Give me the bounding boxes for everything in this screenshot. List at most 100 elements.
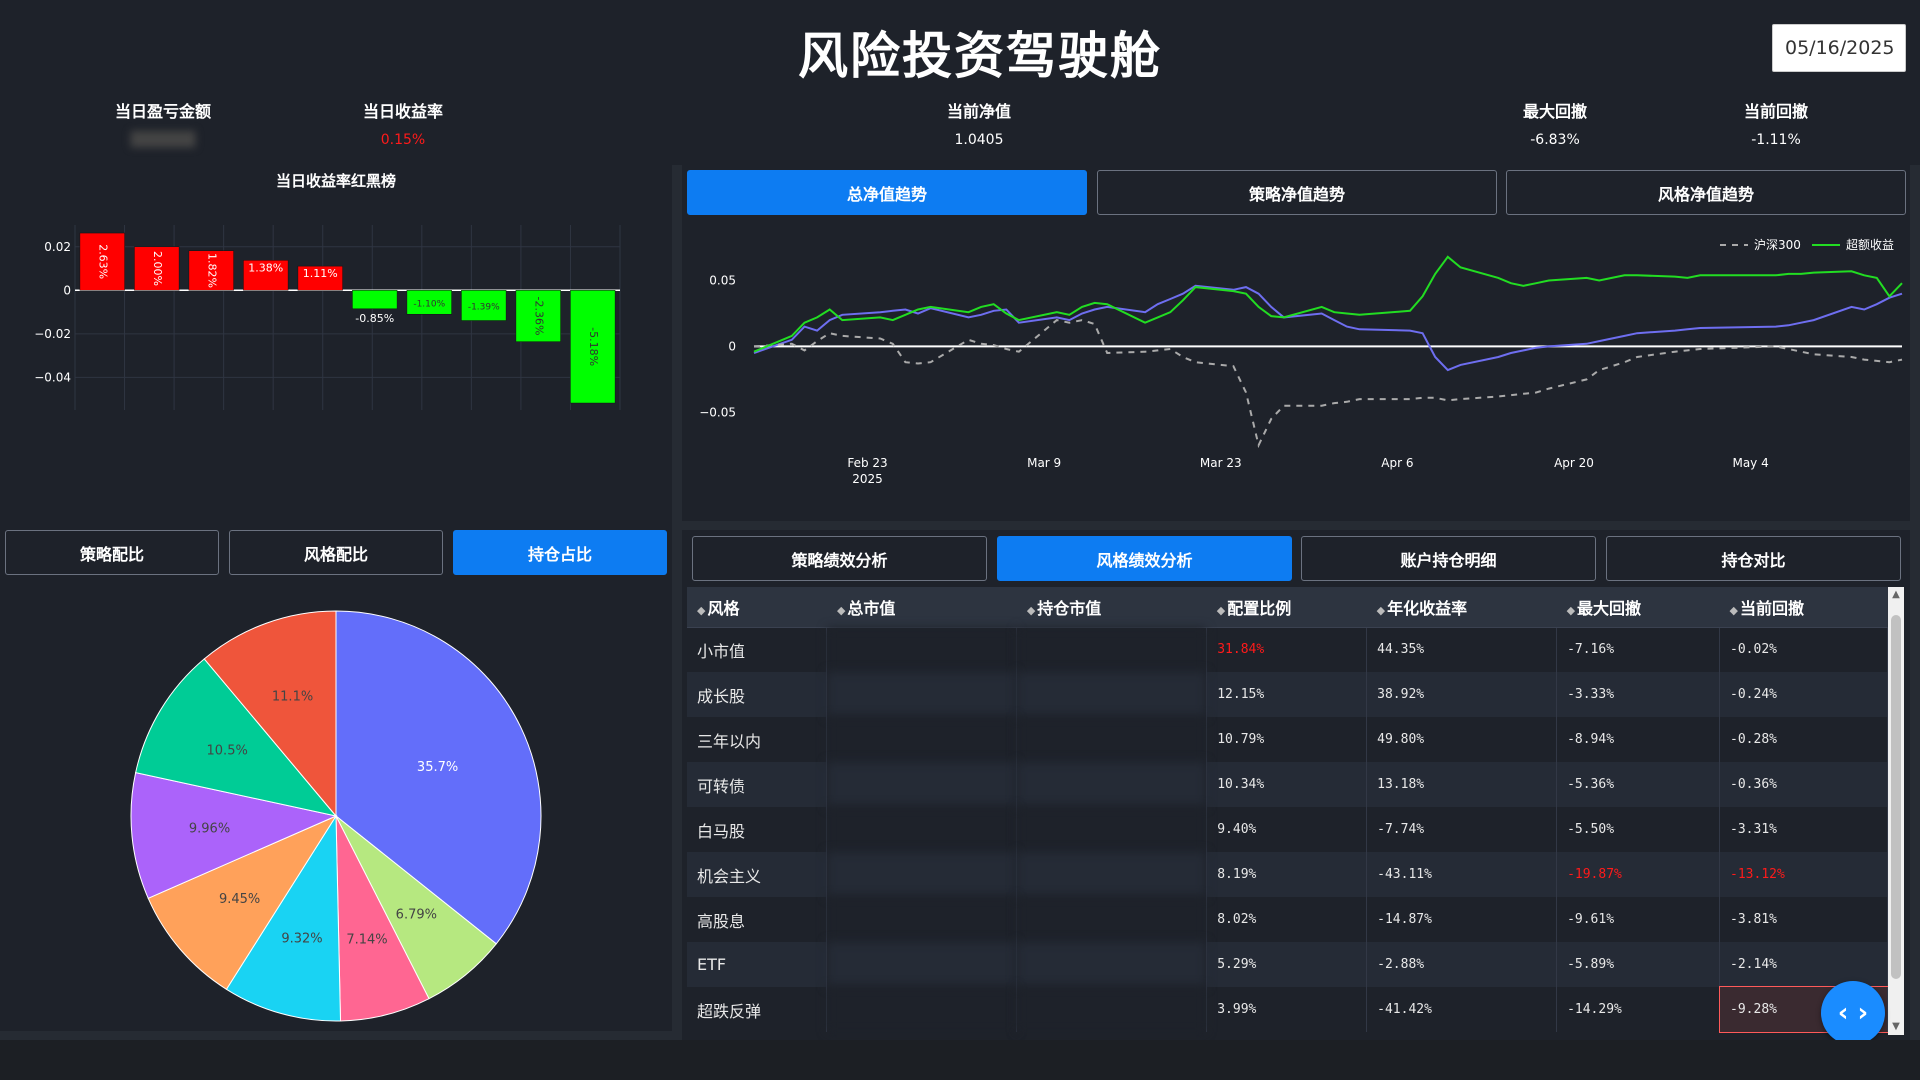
table-cell: 44.35% <box>1366 627 1558 672</box>
bar[interactable] <box>461 290 507 321</box>
table-cell: 机会主义 <box>687 852 828 897</box>
table-cell <box>826 942 1018 987</box>
table-cell: -5.50% <box>1556 807 1721 852</box>
legend-label[interactable]: 超额收益 <box>1846 237 1894 252</box>
tab-style-allocation[interactable]: 风格配比 <box>229 530 443 575</box>
column-header-label: 总市值 <box>847 598 896 618</box>
tab-account-holdings[interactable]: 账户持仓明细 <box>1301 536 1596 581</box>
bar[interactable] <box>352 290 398 310</box>
pie-slice[interactable] <box>147 814 338 990</box>
series-line <box>753 255 1903 353</box>
column-header-label: 配置比例 <box>1227 598 1292 618</box>
legend-label[interactable]: 沪深300 <box>1754 238 1801 252</box>
kpi-value: ██████ <box>63 132 263 150</box>
tab-strategy-performance[interactable]: 策略绩效分析 <box>692 536 987 581</box>
bar[interactable] <box>570 290 616 404</box>
table-header-row: ◆ 风格 ◆ 总市值 ◆ 持仓市值 ◆ 配置比例 ◆ 年化收益率 ◆ 最大回撤 ◆ 当前回撤 <box>687 587 1888 628</box>
table-row[interactable]: ETF 5.29% -2.88% -5.89% -2.14% <box>687 942 1888 987</box>
column-header[interactable]: ◆ 风格 <box>687 587 827 628</box>
tab-strategy-nav[interactable]: 策略净值趋势 <box>1097 170 1497 215</box>
scroll-up-icon[interactable]: ▲ <box>1892 589 1900 600</box>
pie-label: 11.1% <box>272 690 313 705</box>
column-header[interactable]: ◆ 年化收益率 <box>1366 587 1557 628</box>
bar[interactable] <box>79 232 125 291</box>
bar[interactable] <box>134 246 180 291</box>
column-header-label: 持仓市值 <box>1037 598 1102 618</box>
table-cell: 8.19% <box>1206 852 1368 897</box>
scrollbar-thumb[interactable] <box>1891 615 1901 979</box>
kpi-max-drawdown: 最大回撤 -6.83% <box>1455 98 1655 150</box>
pie-label: 10.5% <box>207 743 248 758</box>
table-row[interactable]: 白马股 9.40% -7.74% -5.50% -3.31% <box>687 807 1888 852</box>
x-tick-label: Apr 20 <box>1554 456 1594 470</box>
bar[interactable] <box>188 250 234 291</box>
x-tick-label: Apr 6 <box>1381 456 1413 470</box>
table-cell <box>826 627 1018 672</box>
bar[interactable] <box>515 290 561 342</box>
tab-holding-compare[interactable]: 持仓对比 <box>1606 536 1901 581</box>
table-cell: 9.40% <box>1206 807 1368 852</box>
table-row[interactable]: 超跌反弹 3.99% -41.42% -14.29% -9.28% <box>687 986 1889 1033</box>
pie-slice[interactable] <box>335 610 542 945</box>
table-cell: 成长股 <box>687 672 828 717</box>
y-tick-label: −0.02 <box>34 327 71 341</box>
column-header[interactable]: ◆ 配置比例 <box>1206 587 1367 628</box>
pie-slice[interactable] <box>135 658 338 817</box>
series-line <box>753 284 1903 372</box>
table-row[interactable]: 三年以内 10.79% 49.80% -8.94% -0.28% <box>687 717 1888 762</box>
tab-total-nav[interactable]: 总净值趋势 <box>687 170 1087 215</box>
page-title: 风险投资驾驶舱 <box>798 27 1162 85</box>
column-header-label: 年化收益率 <box>1387 598 1468 618</box>
tab-holding-allocation[interactable]: 持仓占比 <box>453 530 667 575</box>
table-cell: -3.33% <box>1556 672 1721 717</box>
tab-style-performance[interactable]: 风格绩效分析 <box>997 536 1292 581</box>
x-tick-label: May 4 <box>1732 456 1768 470</box>
bar-label: -5.18% <box>587 327 600 366</box>
column-header-label: 最大回撤 <box>1577 598 1642 618</box>
table-cell: 5.29% <box>1206 942 1368 987</box>
tab-style-nav[interactable]: 风格净值趋势 <box>1506 170 1906 215</box>
table-cell <box>826 852 1018 897</box>
table-cell: -0.36% <box>1719 762 1888 807</box>
pie-slice[interactable] <box>203 610 337 818</box>
pie-label: 9.45% <box>219 892 260 907</box>
table-scrollbar[interactable]: ▲ ▼ <box>1888 587 1904 1035</box>
chart-legend: 沪深300 超额收益 <box>1720 237 1894 252</box>
bar[interactable] <box>406 290 452 315</box>
column-header[interactable]: ◆ 最大回撤 <box>1556 587 1720 628</box>
table-cell: -5.89% <box>1556 942 1721 987</box>
table-cell: -3.31% <box>1719 807 1888 852</box>
y-tick-label: 0 <box>728 339 736 353</box>
sort-icon: ◆ <box>1376 603 1386 617</box>
kpi-label: 当前回撤 <box>1743 102 1808 121</box>
bar-label: 1.38% <box>248 261 283 274</box>
scroll-down-icon[interactable]: ▼ <box>1892 1021 1900 1032</box>
table-cell: -13.12% <box>1719 852 1888 897</box>
table-row[interactable]: 成长股 12.15% 38.92% -3.33% -0.24% <box>687 672 1888 717</box>
column-header-label: 当前回撤 <box>1739 598 1804 618</box>
table-row[interactable]: 机会主义 8.19% -43.11% -19.87% -13.12% <box>687 852 1888 897</box>
column-header[interactable]: ◆ 持仓市值 <box>1016 587 1207 628</box>
pie-slice[interactable] <box>130 772 338 899</box>
table-cell <box>1016 852 1208 897</box>
table-cell: 三年以内 <box>687 717 828 762</box>
bar[interactable] <box>297 265 343 291</box>
table-cell: -43.11% <box>1366 852 1558 897</box>
column-header[interactable]: ◆ 总市值 <box>826 587 1017 628</box>
table-cell: -7.16% <box>1556 627 1721 672</box>
table-row[interactable]: 高股息 8.02% -14.87% -9.61% -3.81% <box>687 897 1888 942</box>
table-cell: -0.28% <box>1719 717 1888 762</box>
bar-label: 1.11% <box>303 267 338 280</box>
sort-icon: ◆ <box>1566 603 1576 617</box>
table-row[interactable]: 小市值 31.84% 44.35% -7.16% -0.02% <box>687 627 1888 672</box>
table-cell: 高股息 <box>687 897 828 942</box>
table-cell <box>1016 807 1208 852</box>
date-picker[interactable] <box>1772 24 1906 72</box>
table-row[interactable]: 可转债 10.34% 13.18% -5.36% -0.36% <box>687 762 1888 807</box>
column-header[interactable]: ◆ 当前回撤 <box>1719 587 1888 628</box>
code-toggle-button[interactable]: ‹ › <box>1821 981 1885 1045</box>
pie-slice[interactable] <box>225 814 342 1022</box>
tab-strategy-allocation[interactable]: 策略配比 <box>5 530 219 575</box>
bar[interactable] <box>243 260 289 291</box>
x-tick-label: Mar 9 <box>1027 456 1061 470</box>
